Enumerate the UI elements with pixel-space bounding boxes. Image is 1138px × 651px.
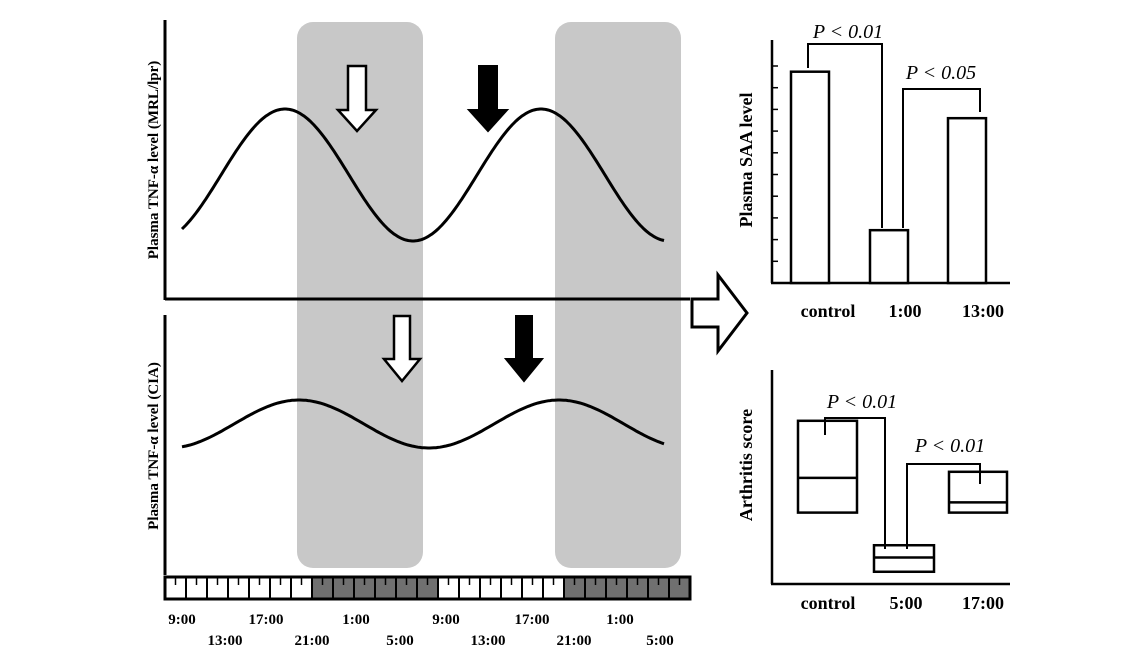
saa-ylabel: Plasma SAA level: [736, 93, 756, 228]
saa-bracket-2: [902, 88, 981, 228]
saa-bar-chart: control 1:00 13:00 Plasma SAA level P < 0.…: [736, 21, 1010, 321]
arthritis-bracket-2: [906, 463, 981, 549]
saa-bar-1:00: [868, 228, 910, 285]
night-shade-1: [297, 22, 423, 568]
arthritis-bracket-1: [824, 417, 886, 549]
white-arrow-bottom: [381, 314, 423, 383]
black-arrow-bottom: [503, 315, 545, 383]
arthritis-box-control: [796, 419, 859, 514]
light-dark-bar: [163, 575, 692, 601]
arthritis-box-17:00: [947, 470, 1009, 514]
arthritis-boxes: [796, 419, 1009, 574]
time-label-top: 17:00: [515, 612, 550, 628]
arthritis-category-label: 17:00: [962, 593, 1004, 613]
time-label-top: 1:00: [342, 612, 370, 628]
arthritis-category-label: 5:00: [890, 593, 923, 613]
arthritis-box-chart: control 5:00 17:00 Arthritis score P < 0.0…: [736, 370, 1010, 613]
saa-category-label: control: [801, 301, 856, 321]
tnf-curve-cia: [181, 398, 665, 450]
saa-bars: [789, 70, 988, 285]
saa-bar-control: [789, 70, 831, 285]
top-ylabel: Plasma TNF-α level (MRL/lpr): [146, 61, 162, 259]
time-label-top: 9:00: [432, 612, 460, 628]
time-label-top: 1:00: [606, 612, 634, 628]
time-label-bottom: 13:00: [208, 633, 243, 649]
arthritis-category-label: control: [801, 593, 856, 613]
transition-arrow: [690, 270, 749, 356]
arthritis-pvalue-1: P < 0.01: [826, 391, 897, 413]
time-label-bottom: 21:00: [295, 633, 330, 649]
time-label-bottom: 5:00: [386, 633, 414, 649]
saa-category-label: 1:00: [889, 301, 922, 321]
time-labels: 9:00 17:00 1:00 9:00 17:00 1:00 13:00 21:00 5:00…: [168, 612, 674, 649]
saa-bracket-1: [807, 43, 883, 228]
saa-category-label: 13:00: [962, 301, 1004, 321]
saa-categories: control 1:00 13:00: [801, 301, 1004, 321]
saa-bar-13:00: [946, 116, 988, 285]
arthritis-pvalue-2: P < 0.01: [914, 435, 985, 457]
time-label-bottom: 21:00: [557, 633, 592, 649]
white-arrow-top: [335, 64, 379, 133]
saa-pvalue-1: P < 0.01: [812, 21, 883, 43]
time-label-bottom: 5:00: [646, 633, 674, 649]
tnf-curve-mrl: [180, 107, 665, 243]
time-label-top: 17:00: [249, 612, 284, 628]
saa-pvalue-2: P < 0.05: [905, 62, 976, 84]
arthritis-categories: control 5:00 17:00: [801, 593, 1004, 613]
time-label-bottom: 13:00: [471, 633, 506, 649]
time-label-top: 9:00: [168, 612, 196, 628]
left-panel: 9:00 17:00 1:00 9:00 17:00 1:00 13:00 21:00 5:00…: [146, 20, 692, 649]
saa-y-ticks: [772, 65, 778, 284]
arthritis-ylabel: Arthritis score: [736, 409, 756, 521]
bottom-ylabel: Plasma TNF-α level (CIA): [146, 362, 162, 530]
black-arrow-top: [466, 65, 510, 133]
ld-bar-frame: [163, 575, 692, 601]
night-shade-2: [555, 22, 681, 568]
